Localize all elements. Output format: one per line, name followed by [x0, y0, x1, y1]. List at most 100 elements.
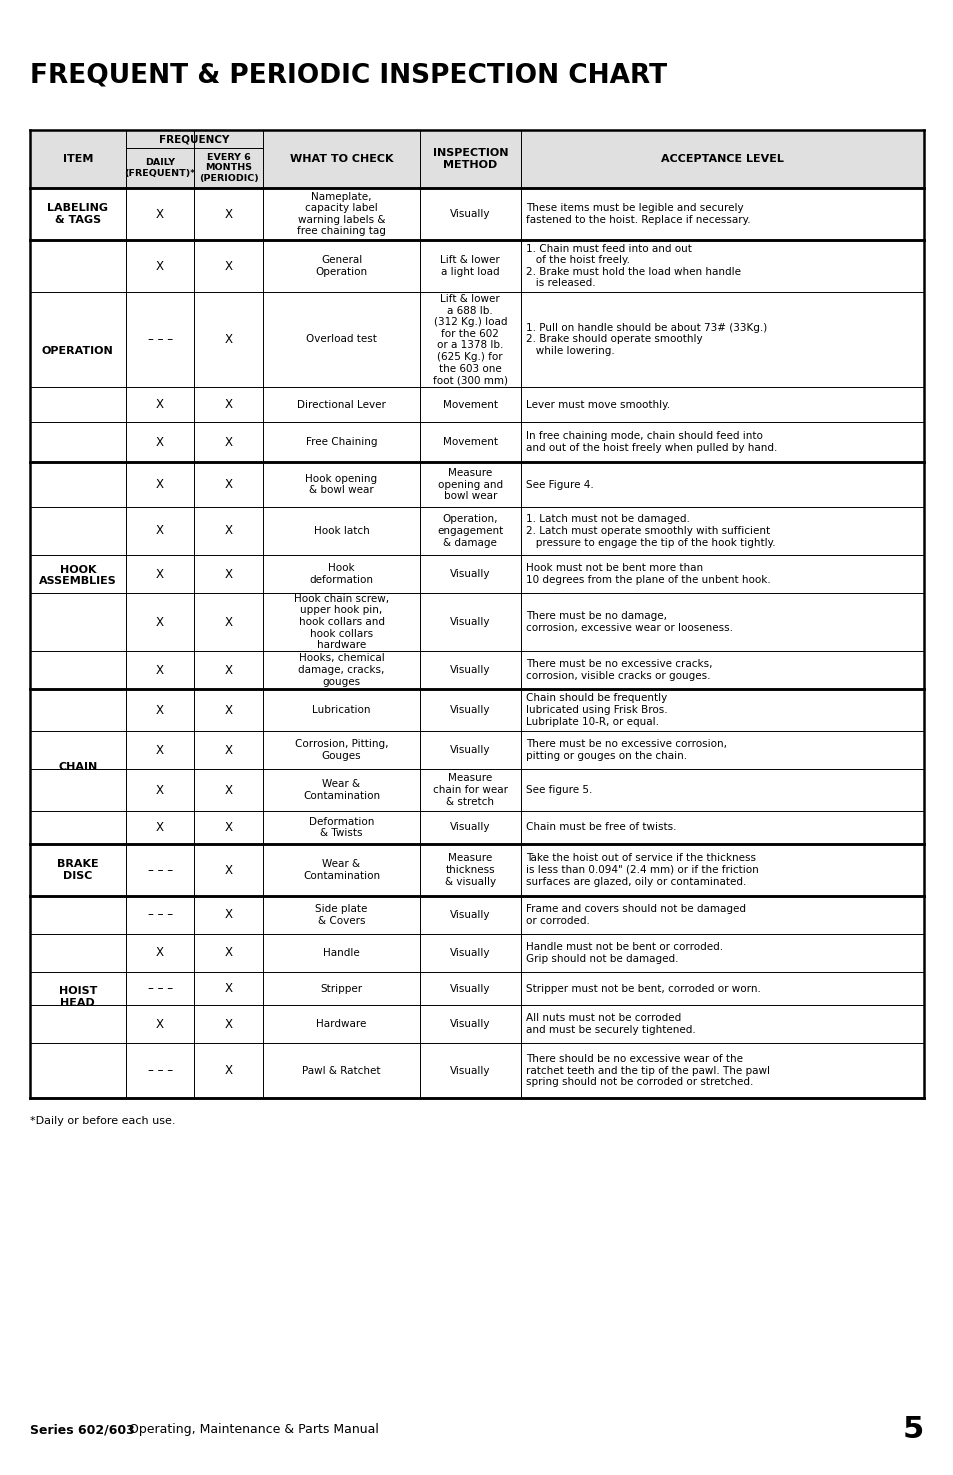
- Text: Chain must be free of twists.: Chain must be free of twists.: [525, 823, 676, 832]
- Text: X: X: [225, 568, 233, 581]
- Text: ACCEPTANCE LEVEL: ACCEPTANCE LEVEL: [660, 153, 783, 164]
- Text: 1. Chain must feed into and out
   of the hoist freely.
2. Brake must hold the l: 1. Chain must feed into and out of the h…: [525, 243, 740, 289]
- Text: X: X: [156, 208, 164, 220]
- Text: X: X: [156, 398, 164, 412]
- Text: Chain should be frequently
lubricated using Frisk Bros.
Lubriplate 10-R, or equa: Chain should be frequently lubricated us…: [525, 693, 667, 727]
- Text: – – –: – – –: [148, 909, 172, 922]
- Text: Visually: Visually: [450, 705, 490, 715]
- Text: Operating, Maintenance & Parts Manual: Operating, Maintenance & Parts Manual: [125, 1423, 378, 1437]
- Text: Visually: Visually: [450, 910, 490, 920]
- Text: X: X: [225, 947, 233, 960]
- Text: Lever must move smoothly.: Lever must move smoothly.: [525, 400, 669, 410]
- Text: 1. Latch must not be damaged.
2. Latch must operate smoothly with sufficient
   : 1. Latch must not be damaged. 2. Latch m…: [525, 515, 775, 547]
- Text: See figure 5.: See figure 5.: [525, 785, 592, 795]
- Text: Visually: Visually: [450, 209, 490, 218]
- Text: Visually: Visually: [450, 1019, 490, 1030]
- Text: INSPECTION
METHOD: INSPECTION METHOD: [432, 148, 508, 170]
- Text: Handle must not be bent or corroded.
Grip should not be damaged.: Handle must not be bent or corroded. Gri…: [525, 943, 722, 963]
- Text: Visually: Visually: [450, 617, 490, 627]
- Text: Movement: Movement: [442, 400, 497, 410]
- Text: X: X: [225, 822, 233, 833]
- Text: Visually: Visually: [450, 569, 490, 580]
- Text: X: X: [225, 982, 233, 996]
- Bar: [30, 130, 923, 187]
- Text: Frame and covers should not be damaged
or corroded.: Frame and covers should not be damaged o…: [525, 904, 745, 926]
- Text: FREQUENT & PERIODIC INSPECTION CHART: FREQUENT & PERIODIC INSPECTION CHART: [30, 62, 666, 88]
- Text: LABELING
& TAGS: LABELING & TAGS: [48, 204, 109, 224]
- Text: X: X: [156, 478, 164, 491]
- Text: Visually: Visually: [450, 823, 490, 832]
- Text: Handle: Handle: [323, 948, 359, 957]
- Text: Operation,
engagement
& damage: Operation, engagement & damage: [436, 515, 503, 547]
- Text: All nuts must not be corroded
and must be securely tightened.: All nuts must not be corroded and must b…: [525, 1013, 695, 1035]
- Text: In free chaining mode, chain should feed into
and out of the hoist freely when p: In free chaining mode, chain should feed…: [525, 431, 777, 453]
- Text: – – –: – – –: [148, 863, 172, 876]
- Text: Overload test: Overload test: [306, 335, 376, 345]
- Text: Measure
thickness
& visually: Measure thickness & visually: [444, 854, 496, 886]
- Text: There must be no damage,
corrosion, excessive wear or looseness.: There must be no damage, corrosion, exce…: [525, 611, 732, 633]
- Text: X: X: [225, 260, 233, 273]
- Text: BRAKE
DISC: BRAKE DISC: [57, 860, 98, 881]
- Text: – – –: – – –: [148, 333, 172, 347]
- Text: X: X: [225, 863, 233, 876]
- Text: Free Chaining: Free Chaining: [306, 437, 377, 447]
- Text: X: X: [225, 398, 233, 412]
- Text: X: X: [156, 260, 164, 273]
- Text: Hook must not be bent more than
10 degrees from the plane of the unbent hook.: Hook must not be bent more than 10 degre…: [525, 563, 770, 584]
- Text: X: X: [156, 568, 164, 581]
- Text: X: X: [156, 615, 164, 628]
- Text: X: X: [225, 615, 233, 628]
- Text: Visually: Visually: [450, 665, 490, 676]
- Text: X: X: [156, 704, 164, 717]
- Text: X: X: [225, 525, 233, 537]
- Text: X: X: [225, 704, 233, 717]
- Text: Measure
opening and
bowl wear: Measure opening and bowl wear: [437, 468, 502, 502]
- Text: There must be no excessive corrosion,
pitting or gouges on the chain.: There must be no excessive corrosion, pi…: [525, 739, 726, 761]
- Text: X: X: [156, 525, 164, 537]
- Text: Take the hoist out of service if the thickness
is less than 0.094" (2.4 mm) or i: Take the hoist out of service if the thi…: [525, 854, 758, 886]
- Text: Movement: Movement: [442, 437, 497, 447]
- Text: X: X: [156, 783, 164, 796]
- Text: 5: 5: [902, 1416, 923, 1444]
- Text: Lift & lower
a 688 lb.
(312 Kg.) load
for the 602
or a 1378 lb.
(625 Kg.) for
th: Lift & lower a 688 lb. (312 Kg.) load fo…: [433, 294, 507, 385]
- Text: X: X: [156, 1018, 164, 1031]
- Text: Visually: Visually: [450, 1065, 490, 1075]
- Text: Wear &
Contamination: Wear & Contamination: [303, 779, 379, 801]
- Text: Lift & lower
a light load: Lift & lower a light load: [440, 255, 499, 277]
- Text: HOIST
HEAD: HOIST HEAD: [58, 987, 97, 1007]
- Text: Nameplate,
capacity label
warning labels &
free chaining tag: Nameplate, capacity label warning labels…: [296, 192, 386, 236]
- Text: Side plate
& Covers: Side plate & Covers: [315, 904, 367, 926]
- Text: Series 602/603: Series 602/603: [30, 1423, 134, 1437]
- Text: X: X: [225, 664, 233, 677]
- Text: X: X: [225, 208, 233, 220]
- Text: Wear &
Contamination: Wear & Contamination: [303, 860, 379, 881]
- Text: HOOK
ASSEMBLIES: HOOK ASSEMBLIES: [39, 565, 116, 586]
- Text: Hook
deformation: Hook deformation: [309, 563, 374, 584]
- Text: – – –: – – –: [148, 1063, 172, 1077]
- Text: Stripper must not be bent, corroded or worn.: Stripper must not be bent, corroded or w…: [525, 984, 760, 994]
- Text: X: X: [225, 783, 233, 796]
- Text: CHAIN: CHAIN: [58, 761, 97, 771]
- Text: Directional Lever: Directional Lever: [296, 400, 386, 410]
- Text: X: X: [156, 947, 164, 960]
- Text: Hardware: Hardware: [316, 1019, 366, 1030]
- Text: 1. Pull on handle should be about 73# (33Kg.)
2. Brake should operate smoothly
 : 1. Pull on handle should be about 73# (3…: [525, 323, 766, 355]
- Text: Visually: Visually: [450, 948, 490, 957]
- Text: X: X: [156, 435, 164, 448]
- Text: ITEM: ITEM: [63, 153, 93, 164]
- Text: FREQUENCY: FREQUENCY: [159, 134, 230, 145]
- Text: WHAT TO CHECK: WHAT TO CHECK: [290, 153, 393, 164]
- Text: X: X: [156, 664, 164, 677]
- Text: See Figure 4.: See Figure 4.: [525, 479, 593, 490]
- Text: There should be no excessive wear of the
ratchet teeth and the tip of the pawl. : There should be no excessive wear of the…: [525, 1055, 769, 1087]
- Text: Deformation
& Twists: Deformation & Twists: [309, 817, 374, 838]
- Text: General
Operation: General Operation: [315, 255, 367, 277]
- Text: OPERATION: OPERATION: [42, 347, 113, 355]
- Text: Lubrication: Lubrication: [312, 705, 371, 715]
- Text: X: X: [156, 743, 164, 757]
- Text: X: X: [225, 1018, 233, 1031]
- Text: Stripper: Stripper: [320, 984, 362, 994]
- Text: DAILY
(FREQUENT)*: DAILY (FREQUENT)*: [124, 158, 195, 177]
- Text: X: X: [156, 822, 164, 833]
- Text: X: X: [225, 743, 233, 757]
